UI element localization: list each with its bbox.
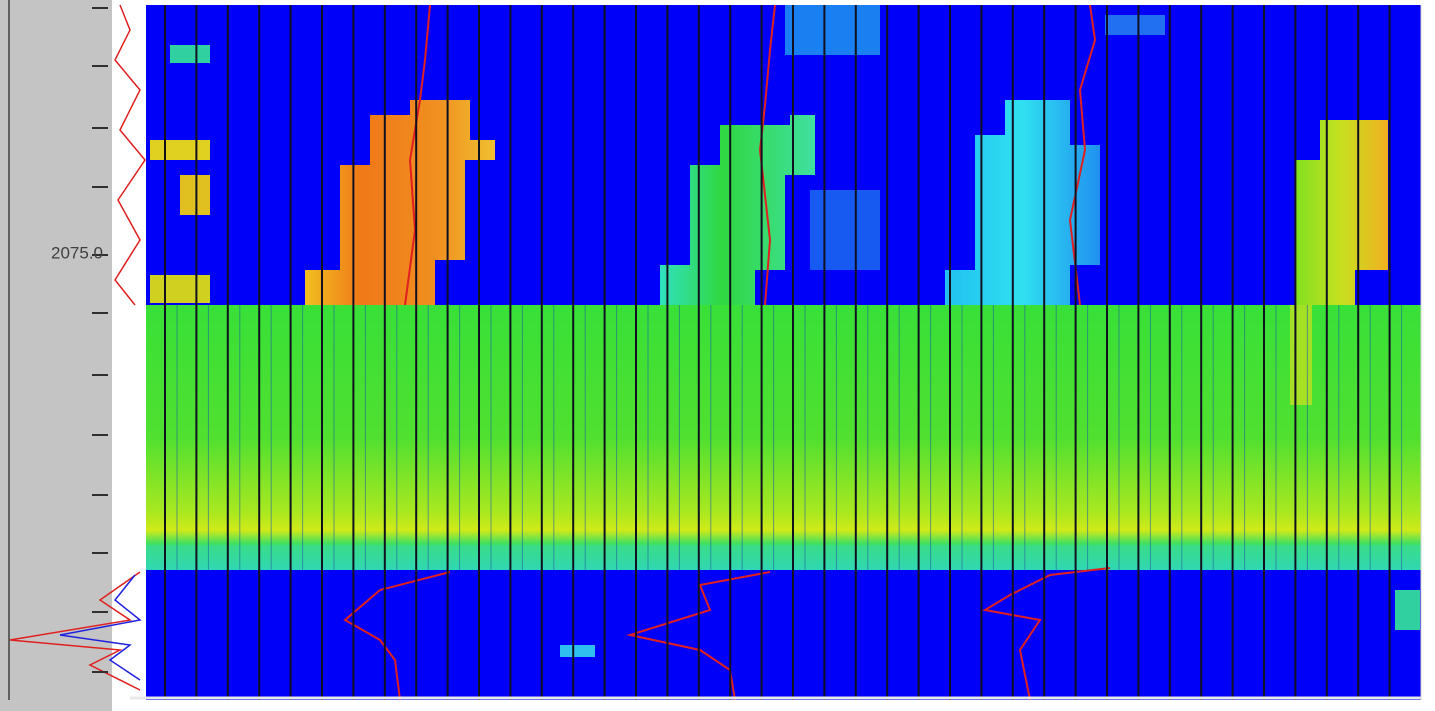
red-curve — [404, 4, 431, 306]
track-curve — [9, 571, 141, 691]
green-band — [146, 305, 1421, 570]
small-region — [150, 275, 210, 303]
small-region — [1395, 590, 1420, 630]
small-region — [560, 645, 595, 657]
red-curve — [1068, 4, 1097, 306]
yellow-streak — [1290, 305, 1312, 405]
small-region — [180, 175, 210, 215]
red-curve — [343, 571, 451, 701]
depth-panel — [0, 0, 112, 711]
depth-label: 2075.0 — [51, 243, 103, 262]
small-region — [810, 190, 880, 270]
track-curve — [114, 4, 146, 306]
cyan-region — [945, 100, 1100, 305]
small-region — [150, 140, 210, 160]
track-curve — [59, 574, 142, 681]
small-region — [1105, 15, 1165, 35]
small-region — [170, 45, 210, 63]
depth-ticks — [92, 7, 108, 673]
red-curve — [982, 567, 1111, 701]
band-edge — [146, 545, 1421, 570]
column-lines — [164, 5, 1403, 700]
curve-track — [112, 0, 146, 711]
small-region — [785, 5, 880, 55]
yellow-region — [1295, 120, 1388, 305]
